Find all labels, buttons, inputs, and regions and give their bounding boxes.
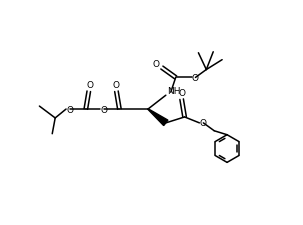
Text: O: O bbox=[100, 105, 107, 114]
Text: O: O bbox=[152, 60, 159, 69]
Text: O: O bbox=[178, 88, 185, 97]
Text: O: O bbox=[113, 81, 120, 90]
Text: O: O bbox=[200, 119, 207, 128]
Text: O: O bbox=[67, 105, 74, 114]
Text: O: O bbox=[86, 81, 93, 90]
Polygon shape bbox=[148, 109, 168, 126]
Text: O: O bbox=[192, 74, 199, 83]
Text: NH: NH bbox=[167, 86, 181, 95]
